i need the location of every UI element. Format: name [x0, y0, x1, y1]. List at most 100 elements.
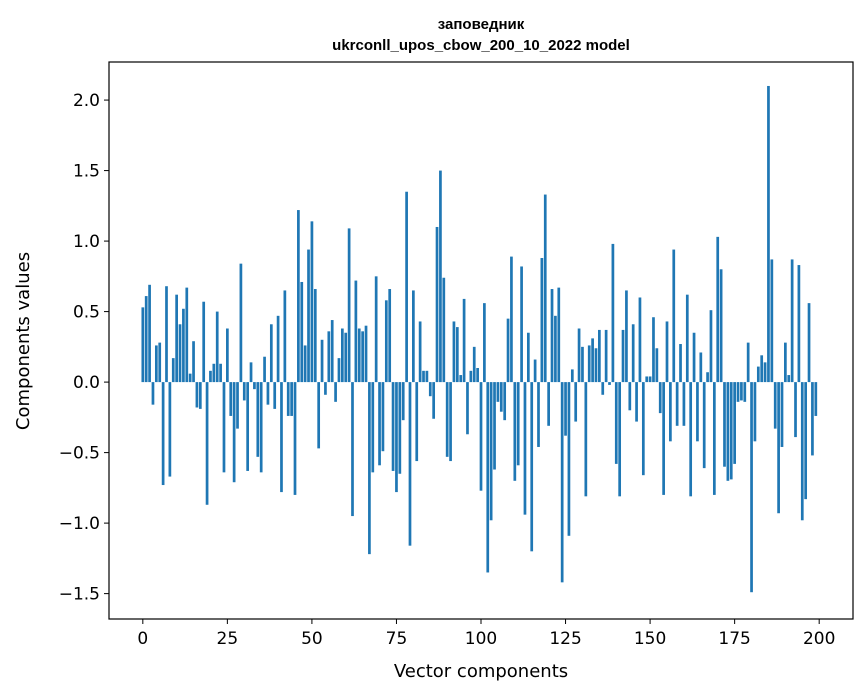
bar-166: [702, 382, 706, 469]
bar-67: [368, 382, 371, 555]
bar-161: [685, 294, 689, 383]
bar-76: [398, 382, 402, 474]
bar-152: [655, 348, 659, 383]
bar-61: [347, 228, 351, 383]
y-tick-label: 1.5: [73, 162, 100, 182]
x-tick-label: 75: [386, 629, 408, 649]
bar-141: [618, 382, 622, 497]
bar-96: [466, 382, 469, 435]
bar-108: [506, 318, 510, 383]
bar-26: [229, 382, 233, 416]
bar-142: [621, 329, 625, 383]
bar-162: [689, 382, 693, 497]
bar-109: [510, 256, 513, 383]
bar-140: [614, 382, 618, 464]
bar-163: [692, 332, 696, 383]
x-tick-label: 200: [803, 629, 835, 649]
bar-39: [273, 382, 277, 409]
bar-100: [479, 382, 483, 491]
bar-49: [307, 249, 310, 383]
bar-117: [537, 382, 540, 447]
y-tick-label: 1.0: [73, 232, 100, 252]
bar-21: [212, 363, 216, 383]
bar-41: [280, 382, 283, 493]
bar-90: [445, 382, 449, 457]
bar-170: [716, 236, 720, 383]
y-axis-ticks: −1.5 −1.0 −0.5 0.0 0.5 1.0 1.5 2.0: [59, 91, 109, 605]
bar-5: [158, 342, 162, 383]
bar-44: [290, 382, 293, 416]
bar-158: [675, 382, 679, 426]
bar-12: [182, 308, 185, 383]
bar-134: [594, 348, 598, 383]
bar-120: [547, 382, 550, 426]
bar-89: [442, 277, 446, 383]
bar-192: [790, 259, 794, 383]
bar-50: [310, 221, 314, 383]
bar-37: [266, 382, 270, 405]
bar-3: [151, 382, 155, 405]
bar-105: [496, 382, 500, 402]
bar-151: [652, 317, 655, 383]
bar-135: [598, 329, 601, 383]
x-tick-label: 150: [634, 629, 666, 649]
bar-184: [763, 362, 767, 383]
bar-182: [756, 366, 760, 383]
bar-1: [144, 296, 148, 383]
bar-165: [699, 352, 703, 383]
bar-103: [489, 382, 493, 521]
bar-104: [493, 382, 496, 470]
bar-187: [773, 382, 777, 429]
bar-52: [317, 382, 321, 449]
bar-27: [232, 382, 236, 483]
bar-48: [303, 345, 307, 383]
bar-6: [161, 382, 165, 486]
bar-169: [712, 382, 716, 495]
bar-59: [340, 328, 344, 383]
bar-189: [780, 382, 784, 447]
bar-8: [168, 382, 172, 477]
y-tick-label: −1.5: [59, 585, 100, 605]
y-tick-label: 0.5: [73, 303, 100, 323]
bar-159: [679, 344, 682, 383]
bar-91: [449, 382, 452, 462]
bar-55: [327, 331, 331, 383]
bar-73: [388, 289, 392, 383]
bar-157: [672, 249, 676, 383]
bar-164: [696, 382, 699, 442]
y-tick-label: −0.5: [59, 444, 100, 464]
bar-138: [608, 382, 611, 385]
bar-122: [554, 315, 557, 383]
bar-148: [641, 382, 645, 476]
bar-180: [750, 382, 753, 593]
bar-47: [300, 281, 304, 383]
bar-155: [665, 321, 669, 383]
bar-131: [584, 382, 588, 497]
bar-57: [334, 382, 337, 402]
bar-11: [178, 324, 182, 383]
bar-139: [611, 243, 615, 383]
bar-25: [226, 328, 229, 383]
bar-171: [719, 269, 723, 383]
bar-183: [760, 355, 764, 383]
bar-121: [550, 289, 554, 383]
bar-34: [256, 382, 260, 457]
bar-40: [276, 315, 280, 383]
bar-60: [344, 332, 348, 383]
bar-146: [635, 382, 638, 422]
bar-77: [401, 382, 405, 421]
bar-36: [263, 356, 266, 383]
x-tick-label: 0: [137, 629, 148, 649]
bar-116: [533, 359, 537, 383]
x-tick-label: 100: [465, 629, 497, 649]
x-tick-label: 175: [718, 629, 750, 649]
bar-153: [658, 382, 662, 414]
bar-188: [777, 382, 780, 514]
bar-114: [526, 332, 530, 383]
bar-68: [371, 382, 375, 473]
bar-31: [246, 382, 250, 471]
bar-110: [513, 382, 517, 481]
plot-frame: [108, 61, 854, 620]
bar-115: [530, 382, 534, 552]
